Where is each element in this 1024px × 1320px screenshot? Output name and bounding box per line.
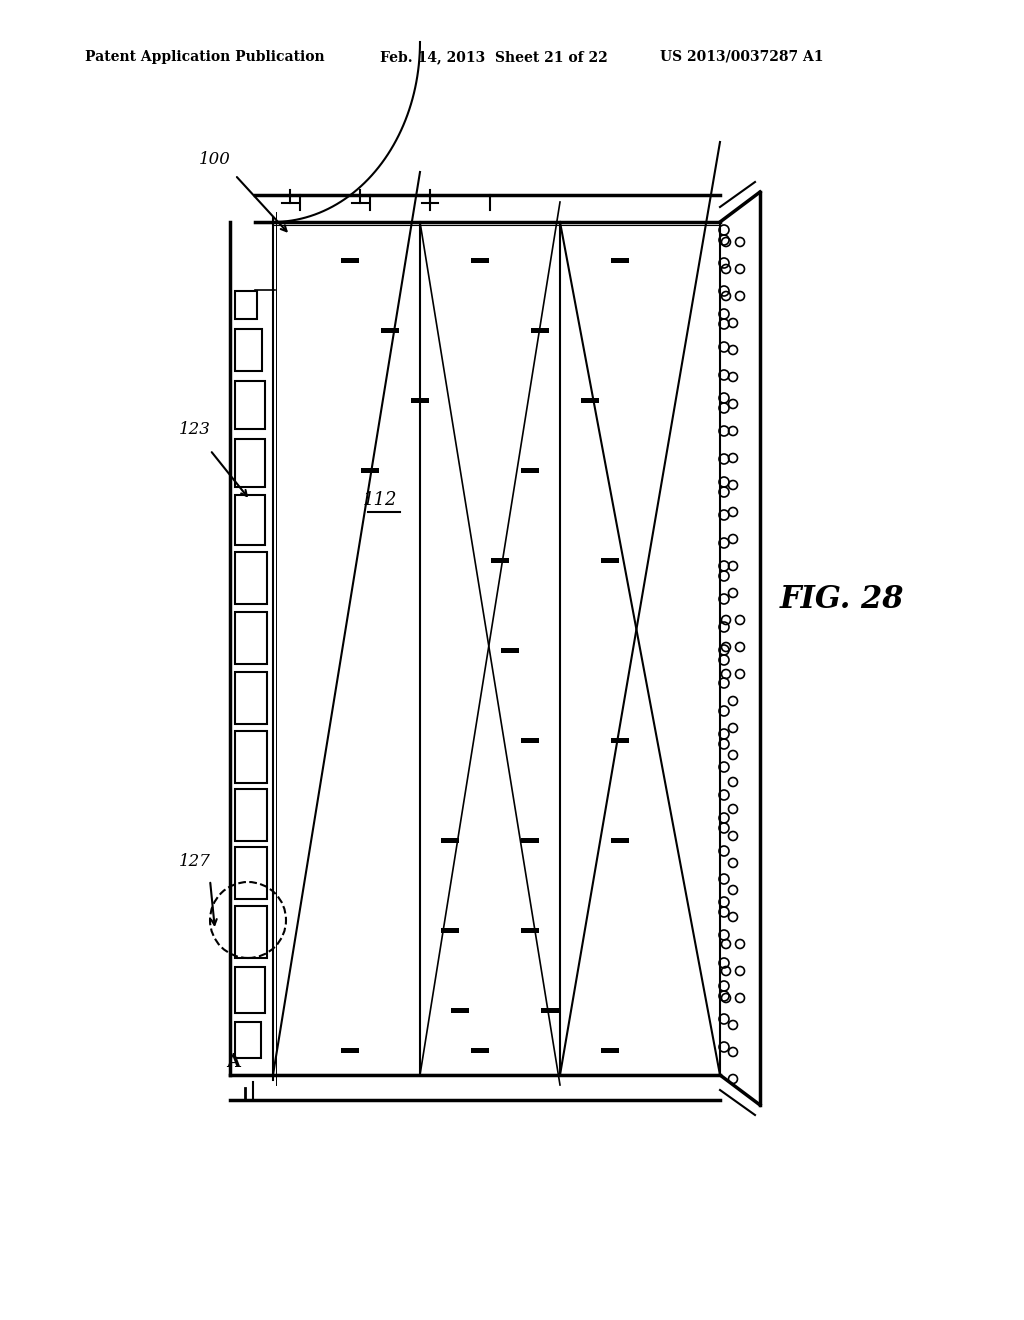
Bar (361, 467, 379, 473)
Text: 100: 100 (199, 152, 231, 169)
Bar (341, 1048, 359, 1052)
Text: US 2013/0037287 A1: US 2013/0037287 A1 (660, 50, 823, 63)
Bar (381, 327, 399, 333)
Bar (601, 557, 618, 562)
Bar (471, 257, 489, 263)
Text: 112: 112 (362, 491, 397, 510)
Bar (521, 738, 539, 742)
Bar (234, 440, 265, 487)
Text: 127: 127 (179, 854, 211, 870)
Bar (611, 257, 629, 263)
Bar (611, 837, 629, 842)
Bar (521, 837, 539, 842)
Bar (601, 1048, 618, 1052)
Text: A: A (226, 1053, 240, 1071)
Bar (341, 257, 359, 263)
Bar (441, 837, 459, 842)
Bar (234, 847, 267, 899)
Bar (611, 738, 629, 742)
Text: Feb. 14, 2013  Sheet 21 of 22: Feb. 14, 2013 Sheet 21 of 22 (380, 50, 608, 63)
Bar (441, 928, 459, 932)
Bar (521, 467, 539, 473)
Bar (501, 648, 519, 652)
Bar (490, 557, 509, 562)
Bar (234, 672, 267, 723)
Bar (234, 381, 265, 429)
Bar (451, 1007, 469, 1012)
Bar (234, 290, 257, 319)
Bar (411, 397, 429, 403)
Bar (541, 1007, 559, 1012)
Bar (234, 552, 267, 605)
Bar (234, 495, 265, 545)
Text: FIG. 28: FIG. 28 (780, 585, 904, 615)
Bar (234, 789, 267, 841)
Bar (234, 612, 267, 664)
Bar (581, 397, 599, 403)
Bar (471, 1048, 489, 1052)
Bar (234, 968, 265, 1012)
Text: Patent Application Publication: Patent Application Publication (85, 50, 325, 63)
Bar (521, 928, 539, 932)
Bar (234, 1022, 261, 1059)
Bar (531, 327, 549, 333)
Bar (234, 329, 262, 371)
Bar (234, 731, 267, 783)
Text: 123: 123 (179, 421, 211, 438)
Bar (234, 906, 267, 958)
